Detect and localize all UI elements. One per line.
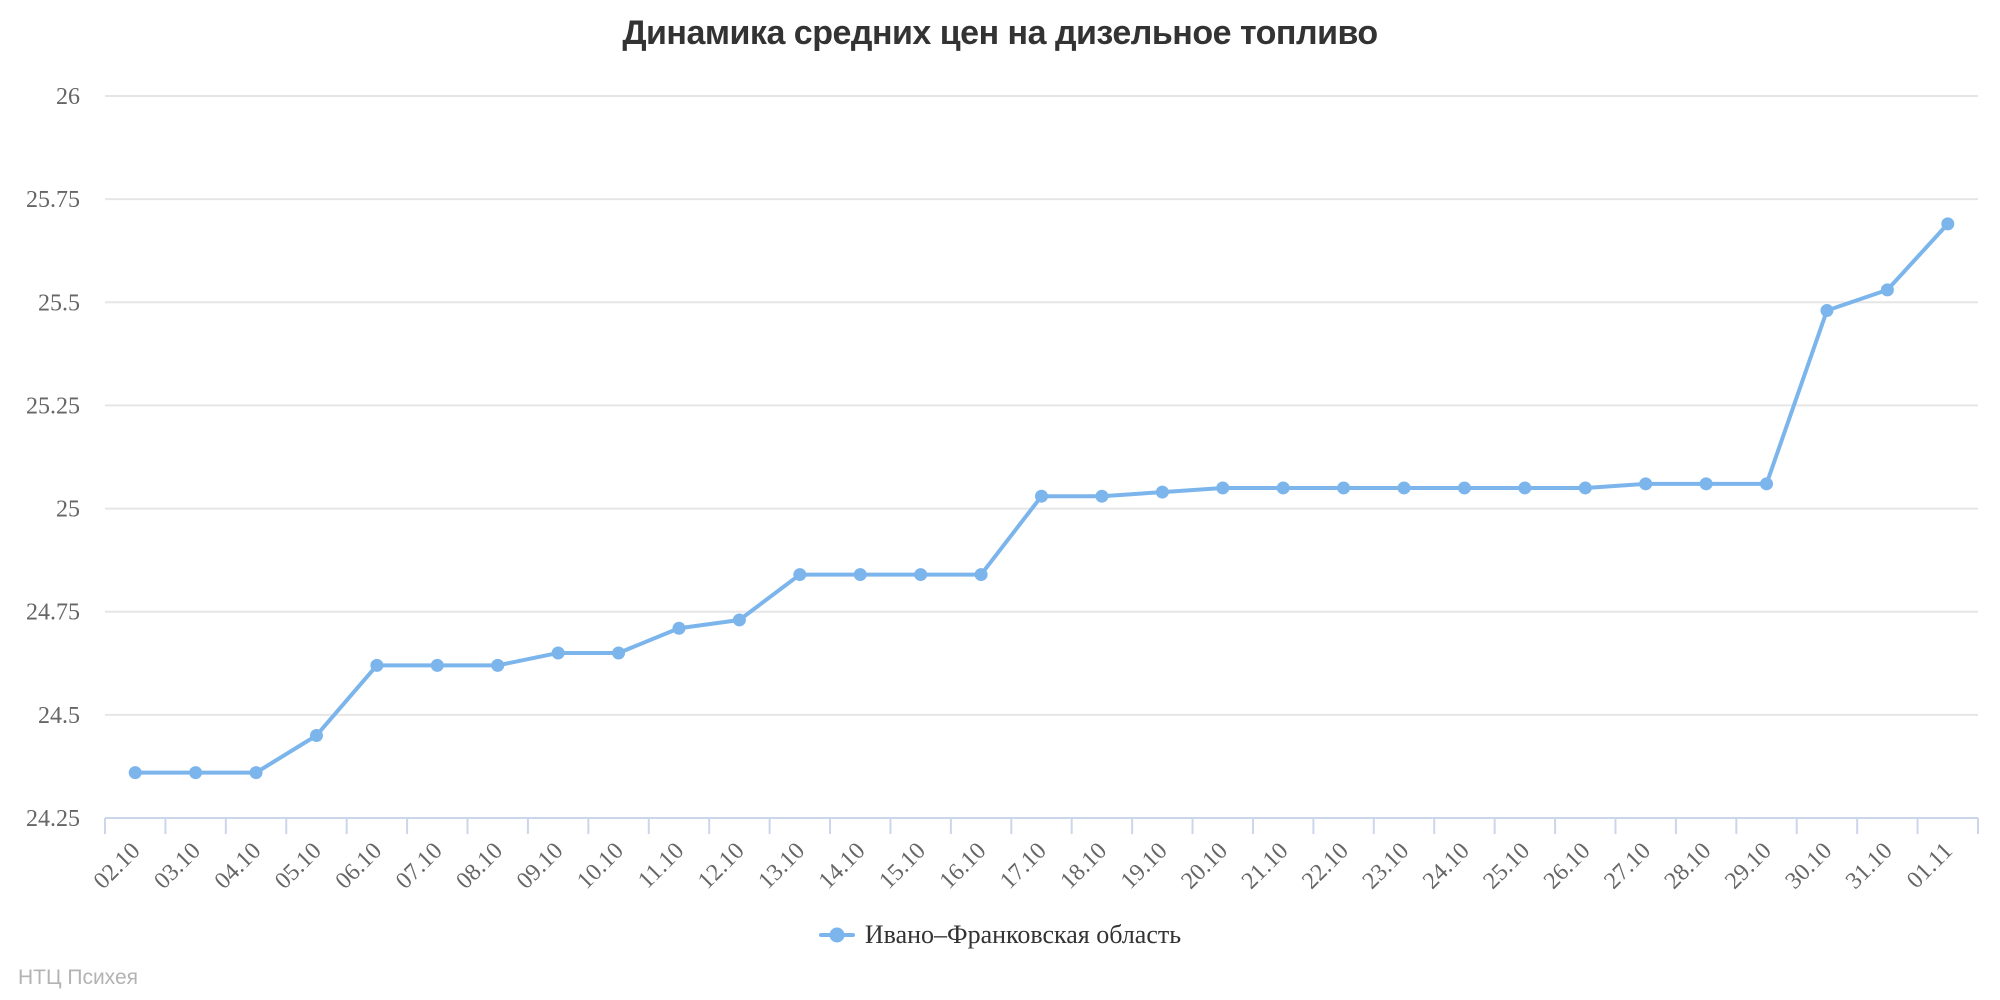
data-point-marker[interactable] [974, 568, 988, 582]
data-point-marker[interactable] [1941, 217, 1955, 231]
data-point-marker[interactable] [430, 658, 444, 672]
x-axis-label: 30.10 [1781, 838, 1838, 895]
x-axis-label: 27.10 [1599, 838, 1656, 895]
data-point-marker[interactable] [1397, 481, 1411, 495]
x-axis-label: 05.10 [270, 838, 327, 895]
x-axis-label: 10.10 [572, 838, 629, 895]
series-line-marker-icon [818, 927, 855, 943]
x-axis-label: 16.10 [935, 838, 992, 895]
y-axis-label: 24.5 [38, 703, 80, 729]
y-axis-label: 25.25 [26, 393, 80, 419]
x-axis-label: 17.10 [995, 838, 1052, 895]
data-point-marker[interactable] [1337, 481, 1351, 495]
y-axis-label: 25.75 [26, 187, 80, 213]
legend: Ивано–Франковская область [0, 920, 2000, 950]
y-axis-label: 24.75 [26, 600, 80, 626]
x-axis-label: 26.10 [1539, 838, 1596, 895]
x-axis-label: 15.10 [874, 838, 931, 895]
x-axis-label: 24.10 [1418, 838, 1475, 895]
data-point-marker[interactable] [1155, 485, 1169, 499]
chart-title: Динамика средних цен на дизельное топлив… [622, 14, 1378, 52]
data-point-marker[interactable] [1518, 481, 1532, 495]
x-axis-label: 19.10 [1116, 838, 1173, 895]
data-point-marker[interactable] [370, 658, 384, 672]
data-point-marker[interactable] [1639, 477, 1653, 491]
data-point-marker[interactable] [1578, 481, 1592, 495]
attribution-text: НТЦ Психея [18, 966, 139, 989]
y-axis-label: 25 [56, 497, 80, 523]
data-point-marker[interactable] [1820, 304, 1834, 318]
legend-item-ivano-frankovsk[interactable]: Ивано–Франковская область [818, 920, 1182, 950]
x-axis-label: 01.11 [1902, 838, 1958, 894]
x-axis-label: 18.10 [1056, 838, 1113, 895]
data-point-marker[interactable] [1095, 489, 1109, 503]
x-axis-label: 04.10 [210, 838, 267, 895]
data-point-marker[interactable] [1276, 481, 1290, 495]
x-axis-label: 08.10 [451, 838, 508, 895]
data-point-marker[interactable] [249, 766, 263, 780]
x-axis-label: 07.10 [391, 838, 448, 895]
x-axis-label: 06.10 [331, 838, 388, 895]
x-axis-label: 25.10 [1479, 838, 1536, 895]
data-point-marker[interactable] [672, 621, 686, 635]
x-axis-label: 13.10 [753, 838, 810, 895]
data-point-marker[interactable] [793, 568, 807, 582]
x-axis-label: 02.10 [89, 838, 146, 895]
x-axis-label: 28.10 [1660, 838, 1717, 895]
data-point-marker[interactable] [1699, 477, 1713, 491]
series-point-icon [829, 927, 845, 943]
data-point-marker[interactable] [1457, 481, 1471, 495]
data-point-marker[interactable] [491, 658, 505, 672]
data-point-marker[interactable] [309, 728, 323, 742]
x-axis-label: 03.10 [149, 838, 206, 895]
x-axis-label: 11.10 [633, 838, 689, 894]
data-point-marker[interactable] [128, 766, 142, 780]
y-axis-label: 26 [56, 84, 80, 110]
data-point-marker[interactable] [1035, 489, 1048, 503]
x-axis-label: 22.10 [1297, 838, 1354, 895]
x-axis-label: 29.10 [1720, 838, 1777, 895]
y-axis-label: 25.5 [38, 290, 80, 316]
data-point-marker[interactable] [1216, 481, 1230, 495]
y-axis-label: 24.25 [26, 806, 80, 832]
legend-label: Ивано–Франковская область [864, 920, 1182, 949]
x-axis-label: 31.10 [1841, 838, 1898, 895]
data-point-marker[interactable] [1760, 477, 1774, 491]
data-point-marker[interactable] [189, 766, 203, 780]
data-point-marker[interactable] [551, 646, 565, 660]
data-point-marker[interactable] [1880, 283, 1894, 297]
data-point-marker[interactable] [612, 646, 626, 660]
x-axis-label: 09.10 [512, 838, 569, 895]
x-axis-label: 14.10 [814, 838, 871, 895]
data-point-marker[interactable] [732, 613, 746, 627]
x-axis-label: 12.10 [693, 838, 750, 895]
x-axis-label: 21.10 [1237, 838, 1294, 895]
data-point-marker[interactable] [914, 568, 928, 582]
x-axis-label: 20.10 [1176, 838, 1233, 895]
x-axis-label: 23.10 [1358, 838, 1415, 895]
data-point-marker[interactable] [853, 568, 867, 582]
